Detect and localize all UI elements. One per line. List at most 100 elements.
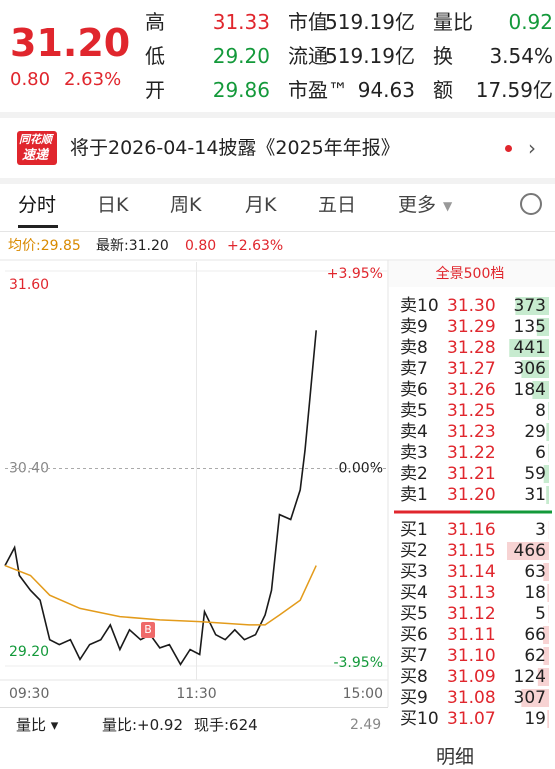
qty-bar xyxy=(515,297,549,315)
info-change-pct: +2.63% xyxy=(227,238,284,254)
separator xyxy=(0,112,555,118)
level-price: 31.15 xyxy=(447,541,496,561)
logo-top: 同花顺 xyxy=(19,133,52,146)
stat-value: 29.86 xyxy=(212,78,270,102)
level-price: 31.09 xyxy=(447,667,496,687)
stat-label: 量比 xyxy=(433,10,473,34)
qty-bar xyxy=(548,444,549,462)
detail[interactable]: 明细 xyxy=(436,746,475,768)
divider xyxy=(0,231,555,232)
level-qty: 31 xyxy=(524,485,546,505)
level-price: 31.21 xyxy=(447,464,496,484)
qty-bar xyxy=(537,668,549,686)
orderbook-title: 全景500档 xyxy=(436,265,505,282)
level-qty: 307 xyxy=(514,688,546,708)
tab[interactable]: 分时 xyxy=(18,194,57,216)
x-tick-label: 09:30 xyxy=(9,686,49,702)
level-price: 31.27 xyxy=(447,359,496,379)
level-label: 卖4 xyxy=(400,422,428,442)
stat-label: 额 xyxy=(433,78,453,102)
level-price: 31.16 xyxy=(447,520,496,540)
stat-label: 高 xyxy=(145,10,165,34)
avg-price: 均价:29.85 xyxy=(8,238,81,254)
tab[interactable]: 月K xyxy=(245,194,277,216)
level-label: 买7 xyxy=(400,646,428,666)
change: 0.80 xyxy=(10,69,51,90)
stat-label: 低 xyxy=(145,44,165,68)
level-label: 买10 xyxy=(400,709,439,729)
y2-tick-label: 0.00% xyxy=(339,461,383,477)
banner-text[interactable]: 将于2026-04-14披露《2025年年报》 xyxy=(70,137,400,159)
level-qty: 373 xyxy=(514,296,546,316)
tab-underline xyxy=(18,225,58,228)
y-tick-label: 29.20 xyxy=(9,644,49,660)
stat-label: 开 xyxy=(145,78,165,102)
qty-bar xyxy=(546,423,549,441)
tab[interactable]: 日K xyxy=(97,194,129,216)
level-label: 买2 xyxy=(400,541,428,561)
level-price: 31.26 xyxy=(447,380,496,400)
volume-max: 2.49 xyxy=(350,717,382,733)
stat-value: 94.63 xyxy=(357,78,415,102)
level-price: 31.13 xyxy=(447,583,496,603)
qty-bar xyxy=(547,584,549,602)
level-label: 卖1 xyxy=(400,485,428,505)
level-label: 卖6 xyxy=(400,380,428,400)
qty-bar xyxy=(548,402,549,420)
level-qty: 59 xyxy=(524,464,546,484)
logo-bottom: 速递 xyxy=(22,148,49,163)
settings[interactable] xyxy=(520,193,542,215)
series-line xyxy=(4,564,317,626)
chevron[interactable]: › xyxy=(528,136,536,160)
series-line xyxy=(4,330,317,666)
level-price: 31.29 xyxy=(447,317,496,337)
tab[interactable]: 更多 xyxy=(398,194,437,216)
level-label: 买5 xyxy=(400,604,428,624)
level-label: 卖7 xyxy=(400,359,428,379)
level-label: 卖9 xyxy=(400,317,428,337)
level-qty: 441 xyxy=(514,338,546,358)
level-qty: 306 xyxy=(514,359,546,379)
qty-bar xyxy=(532,381,549,399)
level-label: 卖8 xyxy=(400,338,428,358)
tab[interactable]: 周K xyxy=(170,194,202,216)
level-qty: 124 xyxy=(514,667,546,687)
qty-bar xyxy=(521,689,549,707)
stat-label: 市盈™ xyxy=(288,78,348,102)
stat-value: 29.20 xyxy=(212,44,270,68)
qty-bar xyxy=(547,710,549,728)
qty-bar xyxy=(543,626,549,644)
level-label: 买4 xyxy=(400,583,428,603)
level-qty: 29 xyxy=(524,422,546,442)
orderbook-header xyxy=(389,261,555,287)
y-tick-label: 31.60 xyxy=(9,277,49,293)
change-pct: 2.63% xyxy=(64,69,122,90)
tab[interactable]: 五日 xyxy=(318,194,357,216)
level-label: 买3 xyxy=(400,562,428,582)
level-qty: 18 xyxy=(524,583,546,603)
level-price: 31.10 xyxy=(447,646,496,666)
volume-selector-text: 量比 xyxy=(16,716,47,734)
stat-value: 519.19亿 xyxy=(325,44,415,68)
qty-bar xyxy=(543,647,549,665)
qty-bar xyxy=(543,563,549,581)
x-tick-label: 11:30 xyxy=(176,686,216,702)
level-price: 31.07 xyxy=(447,709,496,729)
level-qty: 63 xyxy=(524,562,546,582)
volume-hand: 现手:624 xyxy=(194,716,258,734)
level-qty: 6 xyxy=(535,443,546,463)
stat-value: 0.92 xyxy=(508,10,553,34)
level-qty: 66 xyxy=(524,625,546,645)
level-price: 31.23 xyxy=(447,422,496,442)
separator xyxy=(0,178,555,184)
qty-bar xyxy=(536,318,549,336)
level-price: 31.20 xyxy=(447,485,496,505)
dot xyxy=(505,145,512,152)
level-qty: 466 xyxy=(514,541,546,561)
volume-selector[interactable]: 量比 ▾ xyxy=(16,716,59,734)
y2-tick-label: +3.95% xyxy=(327,266,383,282)
qty-bar xyxy=(507,542,549,560)
stat-label: 市值 xyxy=(288,10,328,34)
level-qty: 62 xyxy=(524,646,546,666)
